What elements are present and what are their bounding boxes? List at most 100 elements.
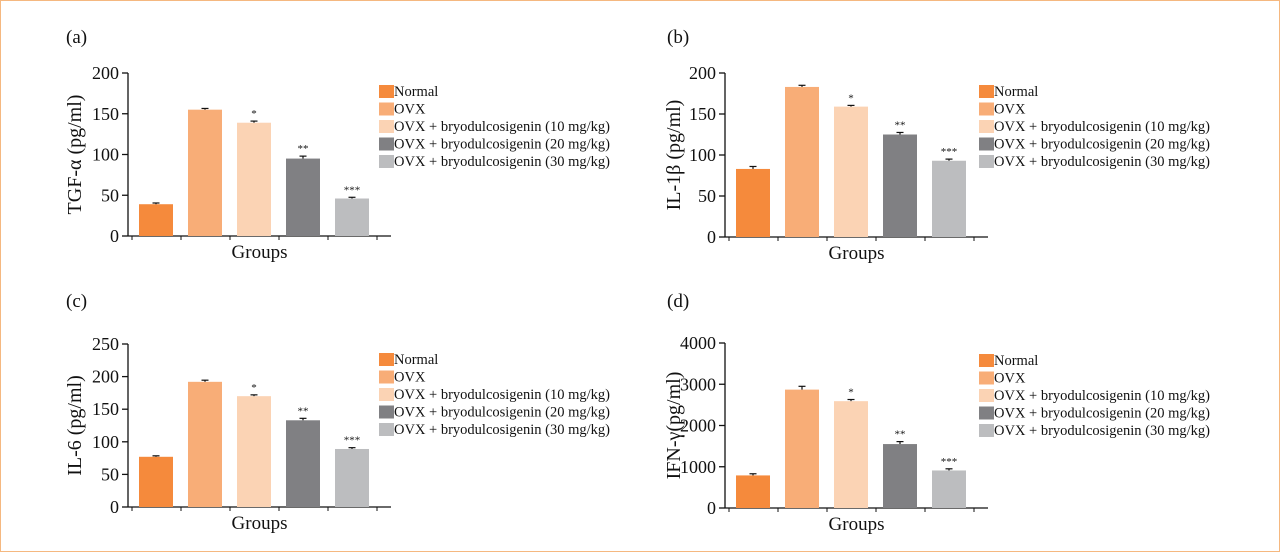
significance-mark: ** — [298, 405, 309, 417]
y-tick-label: 0 — [110, 497, 119, 517]
legend-swatch — [379, 423, 394, 436]
significance-mark: ** — [298, 143, 309, 155]
legend-entry: OVX + bryodulcosigenin (30 mg/kg) — [994, 423, 1210, 439]
panel-label: (d) — [667, 291, 689, 312]
legend-entry: Normal — [994, 84, 1038, 100]
bar-2 — [188, 109, 222, 236]
legend-entry: OVX + bryodulcosigenin (10 mg/kg) — [994, 119, 1210, 135]
significance-mark: * — [848, 92, 854, 104]
legend-swatch — [979, 102, 994, 116]
significance-mark: ** — [895, 429, 906, 441]
legend-entry: Normal — [394, 84, 438, 100]
legend-swatch — [979, 137, 994, 151]
y-tick-label: 150 — [92, 104, 119, 124]
x-axis-label: Groups — [829, 514, 885, 535]
legend-entry: Normal — [994, 353, 1038, 369]
panel-label: (b) — [667, 27, 689, 48]
bar-4 — [883, 134, 917, 237]
legend-entry: OVX + bryodulcosigenin (30 mg/kg) — [394, 154, 610, 170]
y-axis-label: IL-1β (pg/ml) — [663, 100, 685, 211]
y-axis-label: IL-6 (pg/ml) — [64, 375, 86, 476]
x-axis-label: Groups — [232, 242, 288, 263]
legend-entry: OVX — [994, 371, 1026, 387]
legend-entry: OVX + bryodulcosigenin (10 mg/kg) — [394, 119, 610, 135]
y-tick-label: 4000 — [680, 333, 716, 353]
significance-mark: * — [251, 382, 257, 394]
bar-4 — [286, 420, 320, 507]
legend-entry: OVX + bryodulcosigenin (30 mg/kg) — [394, 422, 610, 438]
y-tick-label: 200 — [92, 63, 119, 83]
bar-1 — [139, 204, 173, 236]
y-tick-label: 1000 — [680, 457, 716, 477]
legend-swatch — [379, 388, 394, 401]
legend-swatch — [379, 155, 394, 168]
legend-swatch — [379, 405, 394, 419]
legend-swatch — [979, 155, 994, 168]
legend-swatch — [979, 406, 994, 420]
y-tick-label: 50 — [101, 464, 119, 484]
legend-swatch — [379, 370, 394, 384]
x-axis-label: Groups — [232, 513, 288, 534]
y-tick-label: 50 — [698, 186, 716, 206]
y-tick-label: 100 — [92, 145, 119, 165]
legend-swatch — [979, 85, 994, 98]
x-axis-label: Groups — [829, 243, 885, 264]
legend-entry: OVX + bryodulcosigenin (20 mg/kg) — [394, 137, 610, 153]
panel-label: (a) — [66, 27, 87, 48]
legend-entry: OVX — [994, 102, 1026, 118]
bar-5 — [335, 448, 369, 507]
legend-entry: OVX + bryodulcosigenin (20 mg/kg) — [994, 406, 1210, 422]
legend-swatch — [379, 137, 394, 151]
legend-swatch — [379, 85, 394, 98]
bar-3 — [237, 396, 271, 507]
bar-1 — [736, 168, 770, 237]
bar-3 — [237, 122, 271, 236]
bar-1 — [139, 456, 173, 507]
legend-entry: Normal — [394, 352, 438, 368]
legend-swatch — [379, 102, 394, 116]
y-tick-label: 2000 — [680, 416, 716, 436]
significance-mark: *** — [941, 146, 958, 158]
bar-4 — [286, 158, 320, 236]
legend-swatch — [379, 353, 394, 366]
y-tick-label: 100 — [92, 432, 119, 452]
legend-swatch — [379, 120, 394, 133]
significance-mark: * — [251, 108, 257, 120]
legend-swatch — [979, 354, 994, 367]
chart-panel-d: (d)01000200030004000******GroupsIFN-γ(pg… — [663, 291, 1210, 535]
y-tick-label: 0 — [707, 498, 716, 518]
bar-2 — [188, 381, 222, 507]
significance-mark: *** — [941, 456, 958, 468]
y-axis-label: TGF-α (pg/ml) — [64, 95, 86, 215]
y-axis-label: IFN-γ(pg/ml) — [663, 372, 685, 480]
y-tick-label: 3000 — [680, 374, 716, 394]
y-tick-label: 250 — [92, 334, 119, 354]
y-tick-label: 150 — [92, 399, 119, 419]
bar-5 — [932, 470, 966, 508]
legend-entry: OVX + bryodulcosigenin (10 mg/kg) — [394, 387, 610, 403]
significance-mark: *** — [344, 435, 361, 447]
y-tick-label: 100 — [689, 145, 716, 165]
y-tick-label: 200 — [92, 367, 119, 387]
y-tick-label: 50 — [101, 185, 119, 205]
legend-entry: OVX + bryodulcosigenin (10 mg/kg) — [994, 388, 1210, 404]
bar-1 — [736, 475, 770, 508]
y-tick-label: 0 — [707, 227, 716, 247]
legend-swatch — [979, 120, 994, 133]
y-tick-label: 200 — [689, 63, 716, 83]
bar-3 — [834, 106, 868, 238]
legend-swatch — [979, 389, 994, 402]
legend-swatch — [979, 371, 994, 385]
bar-2 — [785, 389, 819, 508]
bar-5 — [932, 160, 966, 237]
legend-entry: OVX + bryodulcosigenin (30 mg/kg) — [994, 154, 1210, 170]
legend-swatch — [979, 424, 994, 437]
legend-entry: OVX + bryodulcosigenin (20 mg/kg) — [994, 137, 1210, 153]
